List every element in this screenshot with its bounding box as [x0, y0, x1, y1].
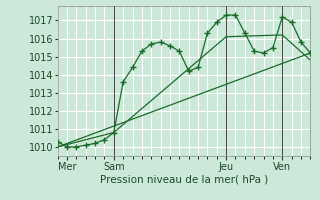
X-axis label: Pression niveau de la mer( hPa ): Pression niveau de la mer( hPa ) [100, 174, 268, 184]
